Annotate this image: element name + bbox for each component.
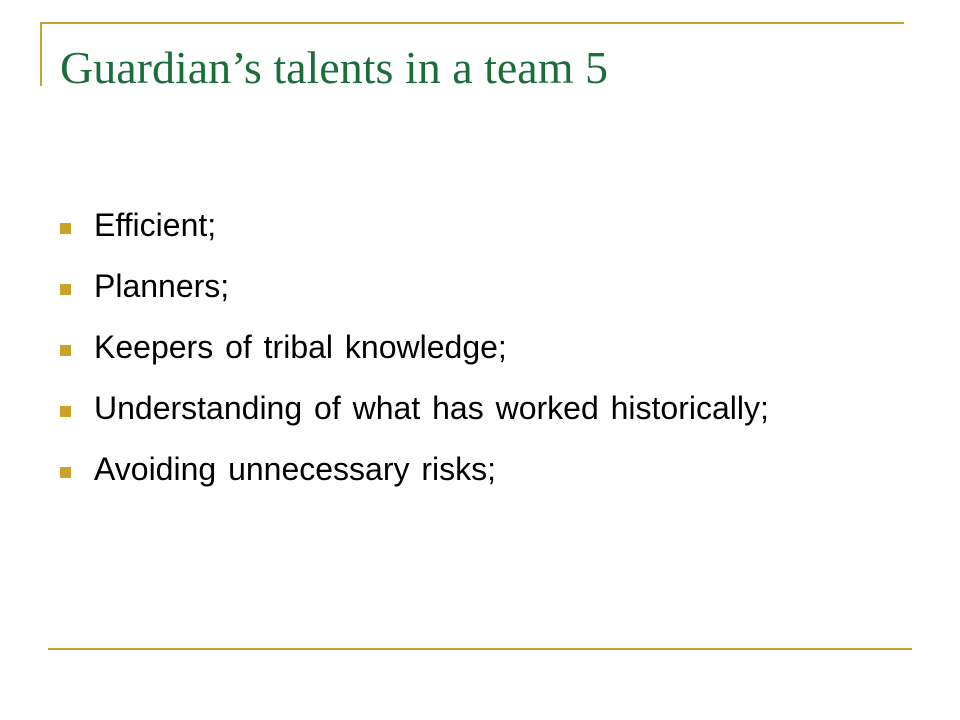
square-bullet-icon [60, 223, 71, 234]
bullet-item: Efficient; [60, 198, 780, 244]
bullet-list: Efficient; Planners; Keepers of tribal k… [60, 198, 780, 503]
bullet-item: Avoiding unnecessary risks; [60, 442, 780, 488]
square-bullet-icon [60, 467, 71, 478]
bullet-item: Understanding of what has worked histori… [60, 381, 780, 427]
frame-top-rule [40, 22, 904, 24]
slide-title: Guardian’s talents in a team 5 [60, 42, 609, 93]
square-bullet-icon [60, 406, 71, 417]
square-bullet-icon [60, 284, 71, 295]
frame-bottom-rule [48, 648, 912, 650]
bullet-text: Keepers of tribal knowledge; [94, 329, 507, 365]
bullet-item: Keepers of tribal knowledge; [60, 320, 780, 366]
frame-left-rule [40, 22, 42, 86]
bullet-text: Efficient; [94, 207, 217, 243]
bullet-text: Planners; [94, 268, 230, 304]
bullet-text: Avoiding unnecessary risks; [94, 451, 497, 487]
bullet-text: Understanding of what has worked histori… [94, 390, 769, 426]
square-bullet-icon [60, 345, 71, 356]
bullet-item: Planners; [60, 259, 780, 305]
